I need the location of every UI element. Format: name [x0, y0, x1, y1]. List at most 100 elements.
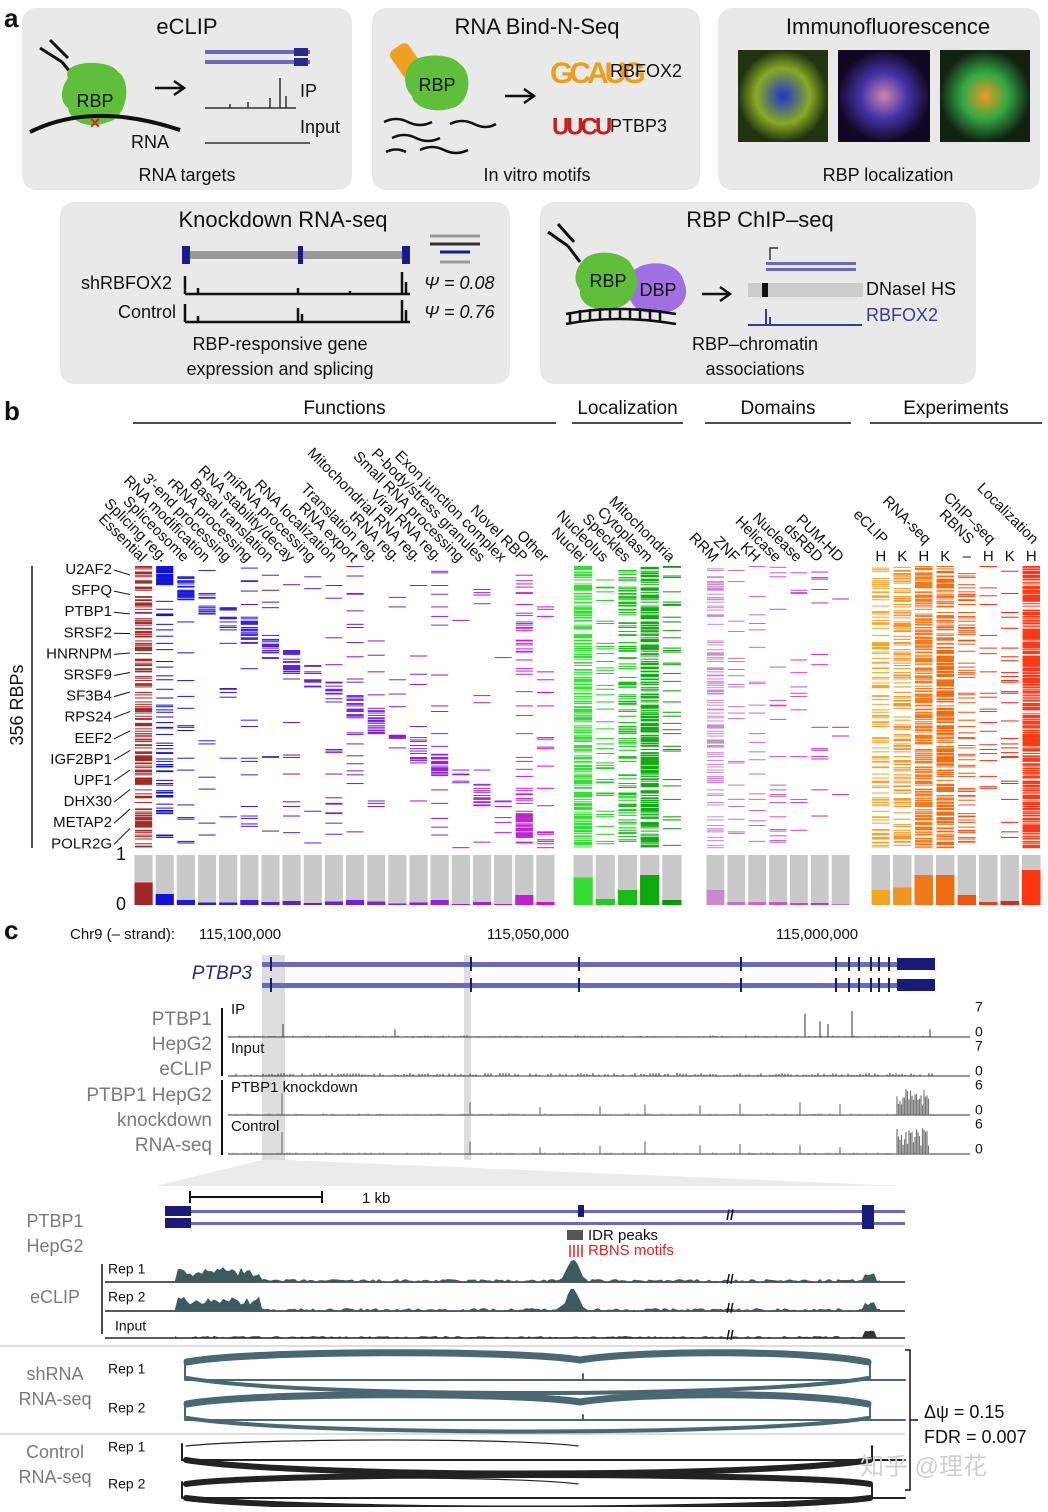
- heat-cell: [1023, 774, 1041, 775]
- heat-cell: [958, 651, 976, 652]
- heat-cell: [618, 750, 636, 751]
- heat-cell: [915, 585, 933, 586]
- heat-cell: [937, 652, 955, 653]
- heat-cell: [325, 797, 342, 798]
- bar-bg: [596, 855, 615, 905]
- heat-cell: [707, 649, 724, 650]
- heat-cell: [894, 756, 912, 757]
- heat-cell: [516, 800, 533, 801]
- heat-cell: [937, 591, 955, 592]
- heat-cell: [135, 640, 152, 641]
- heat-cell: [618, 599, 636, 600]
- heat-cell: [958, 573, 976, 574]
- heat-cell: [198, 606, 215, 607]
- heat-cell: [707, 764, 724, 765]
- heat-cell: [198, 789, 215, 790]
- heat-cell: [156, 709, 173, 710]
- heat-cell: [574, 821, 592, 822]
- heat-cell: [1023, 687, 1041, 688]
- heat-cell: [135, 625, 152, 626]
- heat-cell: [915, 798, 933, 799]
- heat-cell: [347, 734, 364, 735]
- heat-cell: [596, 753, 614, 754]
- heat-cell: [1023, 656, 1041, 657]
- heat-cell: [537, 805, 554, 806]
- heat-cell: [596, 673, 614, 674]
- heat-cell: [915, 686, 933, 687]
- heat-cell: [1023, 695, 1041, 696]
- heat-cell: [707, 845, 724, 846]
- heat-cell: [641, 716, 659, 717]
- heat-cell: [516, 829, 533, 830]
- heat-cell: [915, 823, 933, 824]
- heat-cell: [135, 846, 152, 847]
- heat-cell: [641, 609, 659, 610]
- heat-cell: [574, 785, 592, 786]
- bar: [748, 902, 766, 905]
- heat-cell: [958, 776, 976, 777]
- heat-cell: [937, 671, 955, 672]
- heat-cell: [241, 774, 258, 775]
- heat-cell: [574, 620, 592, 621]
- rep-label: Rep 2: [108, 1289, 146, 1305]
- heat-cell: [177, 770, 194, 771]
- heat-cell: [641, 710, 659, 711]
- heat-cell: [135, 567, 152, 568]
- heat-cell: [596, 768, 614, 769]
- heat-cell: [1001, 571, 1019, 572]
- heat-cell: [410, 762, 427, 763]
- track-max: 6: [975, 1116, 983, 1132]
- heat-cell: [135, 572, 152, 573]
- heat-cell: [220, 625, 237, 626]
- heat-cell: [135, 686, 152, 687]
- heat-cell: [641, 615, 659, 616]
- heat-cell: [980, 722, 998, 723]
- heat-cell: [1023, 772, 1041, 773]
- heat-cell: [707, 597, 724, 598]
- heat-cell: [618, 625, 636, 626]
- heat-cell: [135, 838, 152, 839]
- heat-cell: [937, 797, 955, 798]
- heat-cell: [516, 811, 533, 812]
- heat-cell: [347, 783, 364, 784]
- heat-cell: [347, 831, 364, 832]
- heat-cell: [495, 657, 512, 658]
- coord: 115,100,000: [199, 926, 281, 943]
- heat-cell: [347, 743, 364, 744]
- heat-cell: [641, 773, 659, 774]
- signal: [175, 1289, 880, 1311]
- heat-cell: [790, 693, 807, 694]
- heat-cell: [894, 614, 912, 615]
- heat-cell: [574, 807, 592, 808]
- heat-cell: [347, 610, 364, 611]
- heat-cell: [707, 830, 724, 831]
- heat-cell: [641, 717, 659, 718]
- heat-cell: [790, 696, 807, 697]
- heat-cell: [728, 806, 745, 807]
- heat-cell: [894, 653, 912, 654]
- heat-cell: [516, 798, 533, 799]
- heat-cell: [177, 595, 194, 596]
- heat-cell: [915, 739, 933, 740]
- heat-cell: [574, 749, 592, 750]
- heat-cell: [980, 709, 998, 710]
- heat-cell: [937, 620, 955, 621]
- heat-cell: [872, 672, 890, 673]
- heat-cell: [872, 715, 890, 716]
- heat-cell: [958, 804, 976, 805]
- heat-cell: [473, 804, 490, 805]
- heat-cell: [156, 804, 173, 805]
- heat-cell: [574, 701, 592, 702]
- bar: [156, 894, 174, 905]
- heat-cell: [135, 731, 152, 732]
- heat-cell: [347, 682, 364, 683]
- heat-cell: [516, 788, 533, 789]
- heat-cell: [1023, 804, 1041, 805]
- legend-label: RBNS motifs: [588, 1242, 674, 1259]
- heat-cell: [937, 582, 955, 583]
- heat-cell: [574, 833, 592, 834]
- heat-cell: [1023, 566, 1041, 567]
- heat-cell: [749, 810, 766, 811]
- y-tick-label: 0: [116, 894, 126, 914]
- heat-cell: [894, 804, 912, 805]
